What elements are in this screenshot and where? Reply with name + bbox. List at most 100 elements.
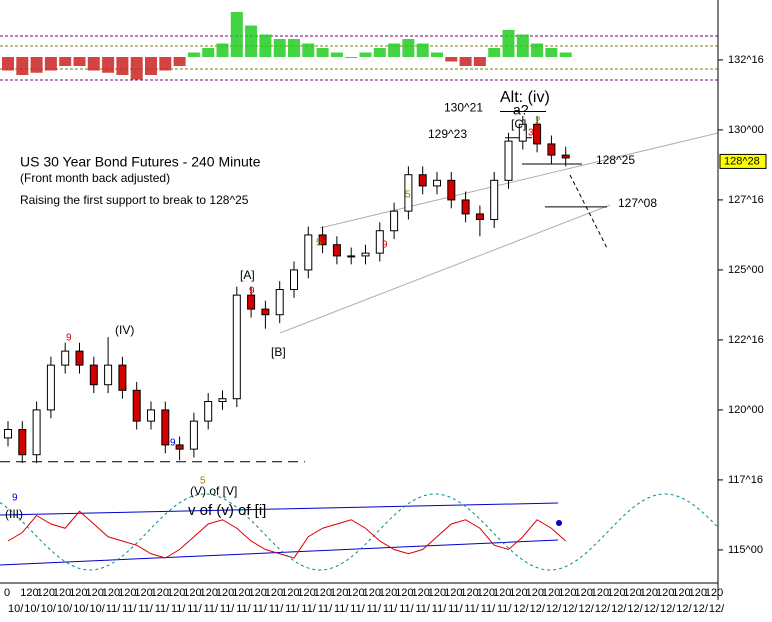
- x-tick-label: 120: [134, 587, 152, 599]
- x-tick-label: 12/: [513, 603, 529, 615]
- level-label: 128^25: [596, 153, 635, 167]
- wave-label: (III): [5, 507, 23, 521]
- momentum-bar: [259, 34, 272, 57]
- candle-body: [404, 174, 413, 212]
- candle-body: [89, 364, 98, 386]
- x-tick-label: 120: [232, 587, 250, 599]
- momentum-bar: [459, 57, 472, 66]
- y-tick-label: 125^00: [728, 264, 764, 276]
- x-tick-label: 120: [216, 587, 234, 599]
- x-tick-label: 12/: [530, 603, 546, 615]
- candle-body: [61, 350, 70, 366]
- x-tick-label: 120: [249, 587, 267, 599]
- wave-label: 9: [249, 286, 255, 297]
- candle-body: [290, 269, 298, 291]
- note: Raising the first support to break to 12…: [20, 193, 249, 207]
- candle-body: [361, 252, 370, 257]
- candle-body: [318, 234, 327, 246]
- momentum-bar: [431, 52, 443, 57]
- x-tick-label: 120: [151, 587, 169, 599]
- y-tick-label: 117^16: [728, 474, 763, 486]
- wave-label: 9: [12, 493, 18, 504]
- x-tick-label: 120: [607, 587, 625, 599]
- wave-label: 9: [66, 333, 72, 344]
- candle-body: [533, 123, 542, 145]
- momentum-bar: [173, 57, 186, 66]
- momentum-bar: [73, 57, 86, 66]
- x-tick-label: 12/: [562, 603, 578, 615]
- level-label: 130^21: [444, 101, 483, 115]
- x-tick-label: 120: [363, 587, 381, 599]
- momentum-bar: [288, 39, 300, 57]
- x-tick-label: 12/: [660, 603, 676, 615]
- x-tick-label: 11/: [432, 603, 447, 615]
- candle-body: [247, 294, 256, 310]
- candle-body: [461, 199, 470, 215]
- candle-body: [275, 289, 284, 316]
- candle-body: [304, 234, 313, 271]
- x-tick-label: 120: [281, 587, 299, 599]
- x-tick-label: 120: [265, 587, 283, 599]
- candle-body: [232, 294, 241, 400]
- momentum-bar: [388, 43, 401, 57]
- candle-body: [504, 140, 513, 181]
- momentum-bar: [187, 52, 200, 57]
- x-tick-label: 120: [200, 587, 218, 599]
- candle-body: [475, 213, 484, 221]
- osc-dot: [556, 520, 562, 526]
- x-tick-label: 12/: [709, 603, 725, 615]
- x-tick-label: 11/: [204, 603, 219, 615]
- channel-line: [279, 204, 611, 334]
- candle-body: [518, 123, 527, 142]
- candle-body: [332, 244, 341, 257]
- x-tick-label: 12/: [644, 603, 660, 615]
- candle-body: [261, 308, 270, 316]
- candle-body: [375, 230, 384, 254]
- x-tick-label: 11/: [416, 603, 431, 615]
- momentum-bar: [44, 57, 57, 71]
- x-tick-label: 12/: [627, 603, 643, 615]
- x-tick-label: 120: [477, 587, 495, 599]
- momentum-bar: [373, 48, 386, 57]
- x-tick-label: 120: [118, 587, 136, 599]
- momentum-bar: [230, 12, 243, 57]
- x-tick-label: 120: [395, 587, 413, 599]
- y-tick-label: 115^00: [728, 544, 763, 556]
- x-tick-label: 11/: [138, 603, 153, 615]
- momentum-bar: [273, 39, 286, 57]
- x-tick-label: 11/: [269, 603, 284, 615]
- x-tick-label: 120: [20, 587, 38, 599]
- momentum-bar: [416, 43, 429, 57]
- wave-label: 5: [405, 190, 411, 201]
- momentum-bar: [531, 43, 544, 57]
- candle-body: [347, 255, 356, 258]
- x-tick-label: 12/: [579, 603, 595, 615]
- x-tick-label: 11/: [383, 603, 398, 615]
- x-tick-label: 12/: [676, 603, 692, 615]
- x-tick-label: 120: [37, 587, 55, 599]
- wave-label: 9: [170, 438, 176, 449]
- x-tick-label: 120: [69, 587, 87, 599]
- momentum-bar: [359, 52, 372, 57]
- wave-label: 5: [200, 476, 206, 487]
- momentum-bar: [59, 57, 72, 66]
- momentum-bar: [116, 57, 129, 75]
- x-tick-label: 0: [4, 587, 10, 599]
- x-tick-label: 120: [575, 587, 593, 599]
- x-tick-label: 120: [86, 587, 104, 599]
- x-tick-label: 11/: [301, 603, 316, 615]
- level-label: 129^23: [428, 127, 467, 141]
- price-tag-label: 128^28: [724, 155, 760, 167]
- x-tick-label: 120: [346, 587, 364, 599]
- x-tick-label: 11/: [285, 603, 300, 615]
- momentum-bar: [202, 48, 215, 57]
- momentum-bar: [87, 57, 100, 71]
- wave-label: v of (v) of [i]: [188, 502, 266, 519]
- x-tick-label: 120: [591, 587, 609, 599]
- annotations: US 30 Year Bond Futures - 240 Minute (Fr…: [5, 89, 550, 521]
- momentum-bar: [473, 57, 486, 66]
- momentum-bar: [302, 43, 315, 57]
- x-tick-label: 10/: [8, 603, 24, 615]
